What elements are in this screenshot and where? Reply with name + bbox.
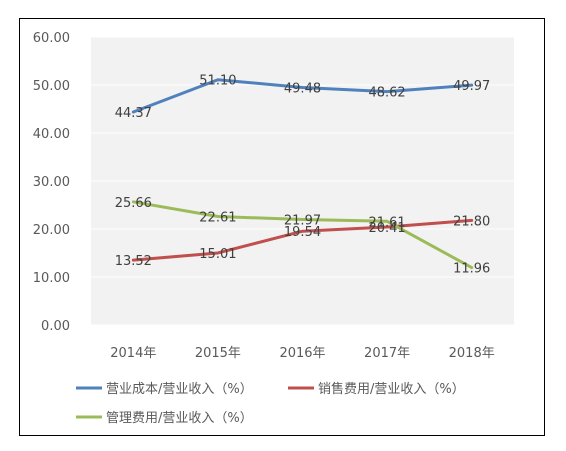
x-tick-label: 2018年 [449, 346, 495, 361]
x-tick-label: 2015年 [195, 346, 241, 361]
data-label: 15.01 [199, 247, 236, 262]
data-label: 21.80 [453, 214, 490, 229]
data-label: 48.62 [368, 86, 405, 101]
data-label: 44.37 [115, 106, 152, 121]
x-tick-label: 2014年 [110, 346, 156, 361]
y-tick-label: 10.00 [33, 271, 70, 286]
gridlines [91, 36, 514, 326]
y-tick-label: 50.00 [33, 79, 70, 94]
x-tick-label: 2017年 [364, 346, 410, 361]
legend-entry-label: 营业成本/营业收入（%） [106, 382, 253, 397]
data-label: 49.48 [284, 81, 321, 96]
data-label: 19.54 [284, 225, 321, 240]
y-tick-label: 0.00 [41, 319, 70, 334]
legend-entry-label: 销售费用/营业收入（%） [318, 381, 465, 397]
y-tick-label: 40.00 [33, 127, 70, 142]
data-label: 21.61 [368, 215, 405, 230]
data-label: 22.61 [199, 210, 236, 225]
data-label: 11.96 [453, 262, 490, 277]
x-axis: 2014年 2015年 2016年 2017年 2018年 [110, 346, 494, 361]
data-label: 13.52 [115, 254, 152, 269]
y-tick-label: 20.00 [33, 223, 70, 238]
data-labels: 44.37 51.10 49.48 48.62 49.97 13.52 15.01 19.54… [115, 74, 491, 277]
series-lines [131, 78, 474, 270]
data-label: 25.66 [115, 196, 152, 211]
data-label: 21.97 [284, 214, 321, 229]
data-label: 20.41 [368, 221, 405, 236]
data-label: 51.10 [199, 74, 236, 89]
y-tick-label: 60.00 [33, 31, 70, 46]
y-axis: 0.00 10.00 20.00 30.00 40.00 50.00 60.00 [33, 31, 70, 334]
y-tick-label: 30.00 [33, 175, 70, 190]
data-label: 49.97 [453, 79, 490, 94]
x-tick-label: 2016年 [279, 346, 325, 361]
legend-entry-label: 管理费用/营业收入（%） [106, 411, 253, 426]
legend: 营业成本/营业收入（%） 销售费用/营业收入（%） 管理费用/营业收入（%） [76, 381, 465, 426]
